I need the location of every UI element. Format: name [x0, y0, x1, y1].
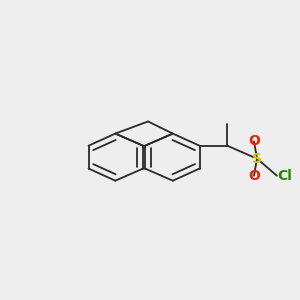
- Text: O: O: [248, 134, 260, 148]
- Text: Cl: Cl: [277, 169, 292, 183]
- Text: S: S: [252, 152, 262, 166]
- Text: O: O: [248, 169, 260, 183]
